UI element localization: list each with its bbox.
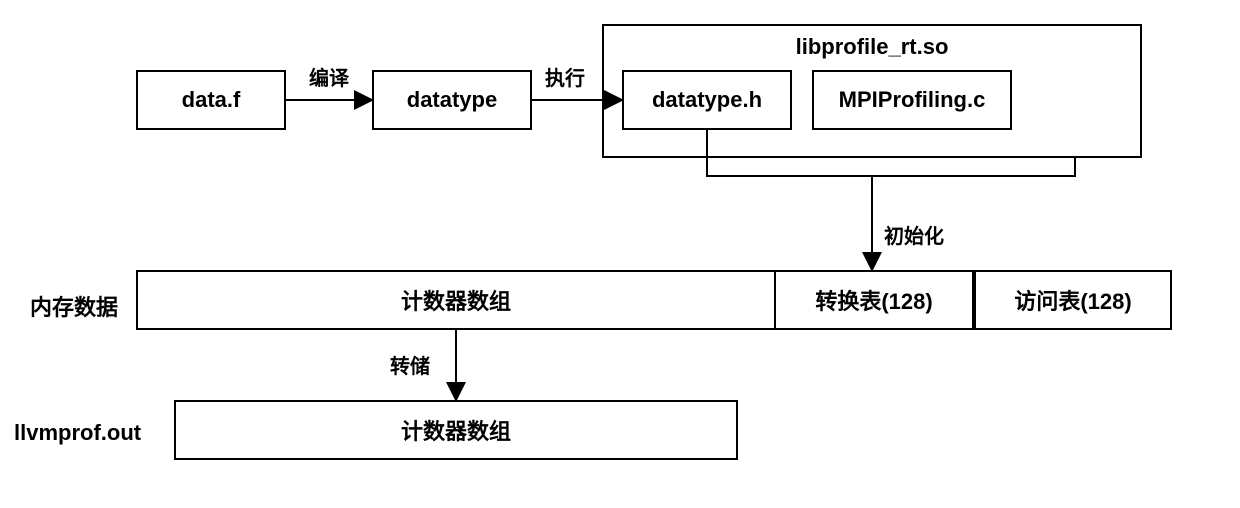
node-transtable: 转换表(128) [776, 270, 974, 330]
node-counters-1-label: 计数器数组 [401, 284, 511, 316]
node-transtable-label: 转换表(128) [815, 284, 932, 316]
edge-label-dump: 转储 [390, 350, 430, 379]
edge-label-init: 初始化 [884, 220, 944, 249]
node-accesstable: 访问表(128) [974, 270, 1172, 330]
edge-label-dump-text: 转储 [390, 356, 430, 378]
edge-label-execute-text: 执行 [545, 68, 585, 90]
node-accesstable-label: 访问表(128) [1014, 284, 1131, 316]
node-counters-2-label: 计数器数组 [401, 414, 511, 446]
node-datatype-label: datatype [407, 87, 497, 113]
node-data-f: data.f [136, 70, 286, 130]
node-mpiprofiling: MPIProfiling.c [812, 70, 1012, 130]
edge-label-compile: 编译 [309, 62, 349, 91]
node-lib-container-label: libprofile_rt.so [796, 34, 949, 60]
edge-label-execute: 执行 [545, 62, 585, 91]
node-mpiprofiling-label: MPIProfiling.c [839, 87, 986, 113]
label-memory-data-text: 内存数据 [30, 295, 118, 320]
edge-label-compile-text: 编译 [309, 68, 349, 90]
edge-label-init-text: 初始化 [884, 226, 944, 248]
node-datatype-h: datatype.h [622, 70, 792, 130]
label-memory-data: 内存数据 [30, 290, 118, 322]
node-datatype-h-label: datatype.h [652, 87, 762, 113]
node-data-f-label: data.f [182, 87, 241, 113]
label-llvmprof: llvmprof.out [14, 420, 141, 446]
node-datatype: datatype [372, 70, 532, 130]
node-counters-1: 计数器数组 [136, 270, 776, 330]
label-llvmprof-text: llvmprof.out [14, 420, 141, 445]
node-counters-2: 计数器数组 [174, 400, 738, 460]
